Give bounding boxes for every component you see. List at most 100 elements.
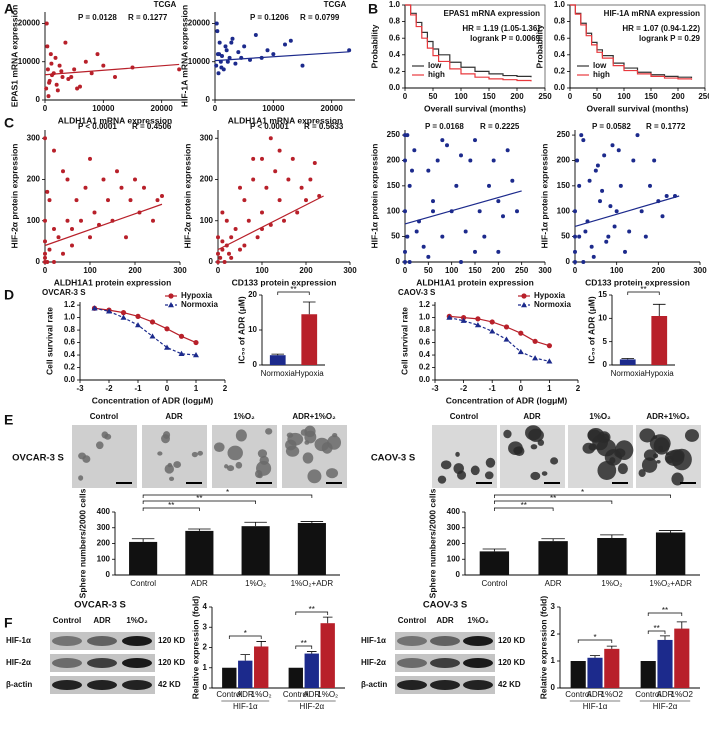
data-point xyxy=(454,183,459,188)
sphere-blob xyxy=(550,457,559,465)
sphere-blob xyxy=(641,457,658,473)
x-tick-label: Normoxia xyxy=(611,369,646,378)
data-point xyxy=(44,21,49,26)
data-point xyxy=(233,61,238,66)
data-point xyxy=(595,163,600,168)
data-marker xyxy=(532,355,539,361)
y-tick-label: 0 xyxy=(456,570,461,579)
data-point xyxy=(473,249,477,254)
data-point xyxy=(635,133,640,138)
data-point xyxy=(477,209,482,214)
bar xyxy=(640,661,656,688)
data-point xyxy=(89,71,94,76)
x-tick-label: 2 xyxy=(223,384,228,393)
cell-line-label: CAOV-3 S xyxy=(371,453,415,464)
x-axis-label: CD133 protein expression xyxy=(232,277,337,287)
y-tick-label: 1.0 xyxy=(419,313,431,322)
data-point xyxy=(598,199,602,204)
significance-bracket xyxy=(494,507,554,511)
data-point xyxy=(63,40,68,45)
data-point xyxy=(300,63,305,68)
y-tick-label: 0.6 xyxy=(419,338,431,347)
data-point xyxy=(403,249,407,254)
x-tick-label: Control xyxy=(130,579,156,588)
data-point xyxy=(47,247,52,252)
data-point xyxy=(133,177,137,182)
x-tick-label: 150 xyxy=(482,92,496,101)
y-axis-label: HIF-2α protein expression xyxy=(182,144,192,249)
x-tick-label: 200 xyxy=(671,92,685,101)
y-tick-label: 0.6 xyxy=(554,33,566,42)
size-label: 120 KD xyxy=(158,636,185,645)
chart-title: EPAS1 mRNA expression xyxy=(444,9,541,18)
significance-bracket xyxy=(647,612,683,616)
significance-bracket xyxy=(228,635,262,639)
data-marker xyxy=(193,352,199,358)
data-point xyxy=(55,88,60,93)
data-point xyxy=(591,254,596,259)
x-tick-label: 50 xyxy=(593,92,602,101)
data-point xyxy=(589,244,594,249)
error-bar xyxy=(302,301,316,315)
data-point xyxy=(106,198,110,203)
significance-label: ** xyxy=(521,501,527,510)
data-point xyxy=(220,54,224,58)
sphere-blob xyxy=(191,451,198,458)
data-point xyxy=(496,249,501,254)
data-marker xyxy=(503,324,510,330)
lane-label: 1%O₂ xyxy=(126,616,148,625)
y-tick-label: 1.2 xyxy=(419,300,431,309)
y-tick-label: 2 xyxy=(203,643,208,652)
sphere-blob xyxy=(332,433,338,438)
data-point xyxy=(218,255,223,260)
sphere-blob xyxy=(440,460,452,470)
x-tick-label: -1 xyxy=(489,384,497,393)
trend-line xyxy=(574,195,680,228)
data-point xyxy=(575,158,580,163)
data-point xyxy=(216,71,221,76)
bar xyxy=(301,314,318,365)
condition-label: ADR xyxy=(165,412,183,421)
data-marker xyxy=(546,358,553,364)
data-point xyxy=(113,75,117,80)
data-point xyxy=(604,239,609,244)
lane-label: Control xyxy=(53,616,81,625)
panel-label: D xyxy=(4,287,14,303)
y-tick-label: 1 xyxy=(551,656,556,665)
series-label: Control xyxy=(565,690,591,699)
data-point xyxy=(224,218,229,223)
data-marker xyxy=(518,330,524,336)
data-point xyxy=(410,168,414,173)
x-tick-label: 0 xyxy=(403,92,408,101)
y-tick-label: 300 xyxy=(447,523,461,532)
data-marker xyxy=(178,350,185,356)
sphere-blob xyxy=(162,431,171,439)
sphere-blob xyxy=(302,452,314,464)
data-point xyxy=(631,158,636,163)
data-point xyxy=(95,52,100,57)
data-point xyxy=(233,227,238,231)
x-tick-label: 1%O₂ xyxy=(601,579,622,588)
data-point xyxy=(602,153,607,158)
data-point xyxy=(246,218,251,223)
data-point xyxy=(623,249,627,254)
x-tick-label: 250 xyxy=(698,92,709,101)
series-label: 1%O2 xyxy=(671,690,694,699)
x-axis-label: ALDH1A1 mRNA expression xyxy=(228,115,342,125)
data-point xyxy=(577,183,582,188)
significance-label: ** xyxy=(640,285,646,294)
x-tick-label: 300 xyxy=(538,266,552,275)
data-point xyxy=(217,40,222,45)
x-tick-label: 150 xyxy=(468,266,482,275)
error-bar xyxy=(271,353,285,356)
blot-band xyxy=(52,658,82,668)
blot-band xyxy=(52,636,82,646)
data-point xyxy=(431,199,435,204)
data-point xyxy=(496,199,501,204)
x-axis-label: CD133 protein expression xyxy=(585,277,690,287)
sphere-blob xyxy=(652,435,658,440)
sphere-blob xyxy=(541,471,548,476)
data-point xyxy=(61,251,65,256)
sphere-blob xyxy=(470,465,480,476)
bar xyxy=(241,526,270,575)
